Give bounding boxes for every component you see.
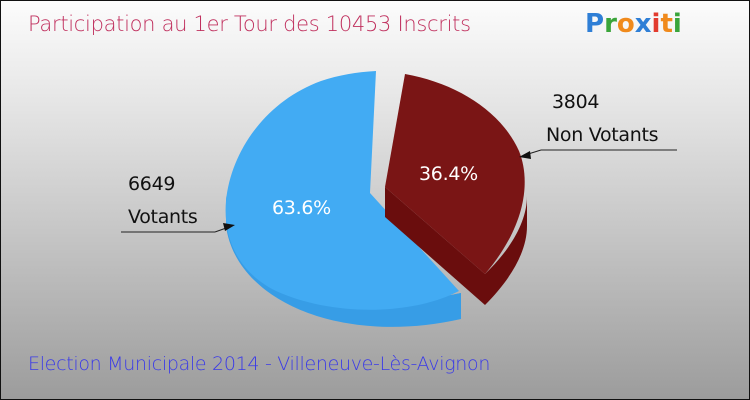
logo-letter: P xyxy=(585,9,605,39)
votants-count: 6649 xyxy=(128,173,176,195)
non-votants-slice-side xyxy=(385,187,485,305)
non-votants-count: 3804 xyxy=(552,91,600,113)
non-votants-slice[interactable] xyxy=(385,74,525,274)
chart-title: Participation au 1er Tour des 10453 Insc… xyxy=(28,12,471,36)
logo-letter: t xyxy=(660,9,673,39)
logo-letter: i xyxy=(672,9,682,39)
logo-letter: r xyxy=(604,9,617,39)
chart-subtitle: Election Municipale 2014 - Villeneuve-Lè… xyxy=(28,353,491,375)
logo-letter: x xyxy=(634,9,652,39)
votants-slice[interactable] xyxy=(225,71,459,310)
votants-percentage: 63.6% xyxy=(272,197,331,219)
non-votants-percentage: 36.4% xyxy=(419,163,478,185)
logo-letter: o xyxy=(616,9,635,39)
votants-label: Votants xyxy=(128,206,198,228)
logo-letter: i xyxy=(651,9,661,39)
non-votants-label: Non Votants xyxy=(546,124,659,146)
proxiti-logo[interactable]: Proxiti xyxy=(585,9,682,39)
